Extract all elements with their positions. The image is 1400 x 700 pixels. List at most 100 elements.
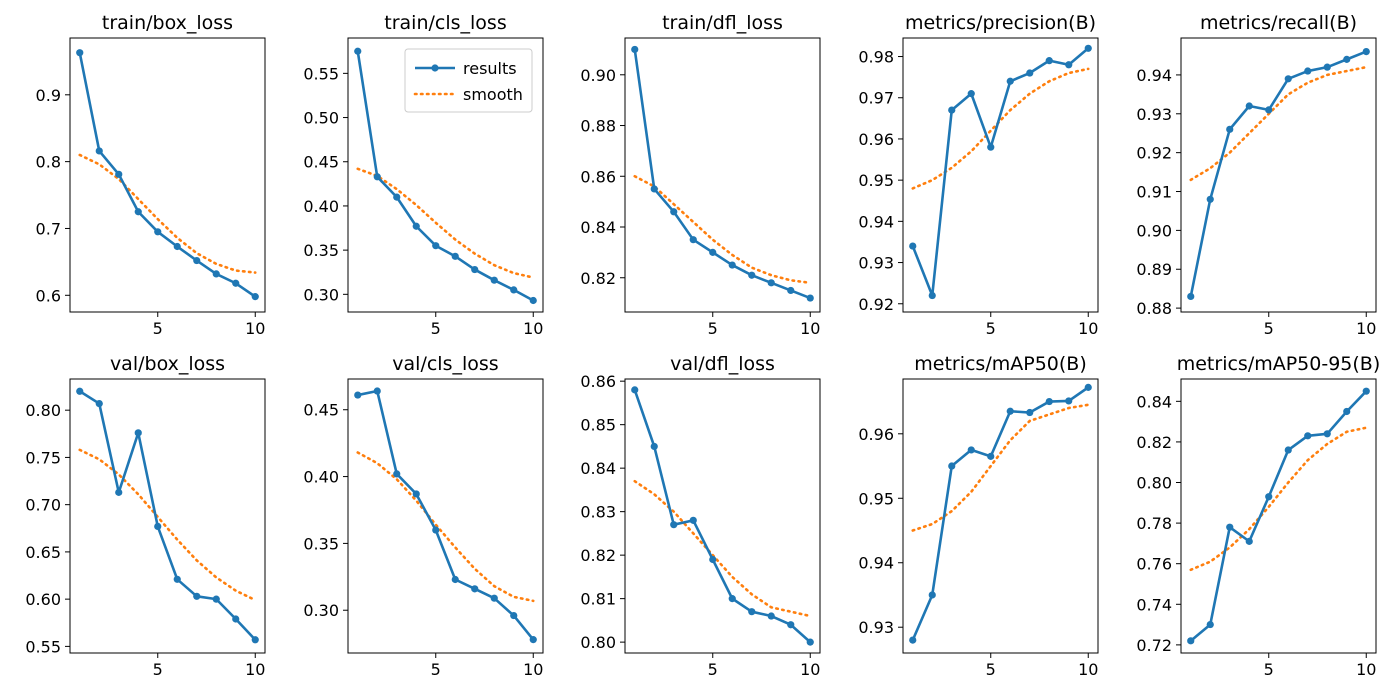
results-point [432, 526, 440, 534]
subplot-title: metrics/mAP50-95(B) [1177, 353, 1381, 375]
y-tick-label: 0.82 [580, 546, 616, 565]
results-point [354, 47, 362, 55]
plot-frame [624, 378, 821, 654]
plot-frame [1180, 378, 1377, 654]
y-tick-label: 0.83 [580, 503, 616, 522]
results-point [412, 490, 420, 498]
y-tick-label: 0.96 [858, 425, 894, 444]
results-point [631, 386, 639, 394]
results-line [1189, 390, 1368, 642]
results-point [1284, 75, 1292, 83]
y-tick-label: 0.40 [303, 468, 339, 487]
results-point [393, 193, 401, 201]
x-tick-label: 10 [1078, 319, 1098, 338]
results-point [987, 452, 995, 460]
results-point [928, 291, 936, 300]
results-point [451, 575, 459, 584]
results-point [806, 294, 814, 302]
results-point [806, 638, 814, 646]
results-point [787, 286, 795, 295]
results-point [767, 612, 775, 620]
results-point [1343, 407, 1351, 416]
results-point [787, 621, 795, 629]
legend-results-marker [431, 64, 439, 72]
y-tick-label: 0.76 [1136, 555, 1172, 574]
smooth-line [1189, 65, 1368, 182]
results-point [134, 429, 142, 437]
smooth-line [78, 153, 257, 274]
results-point [510, 286, 518, 294]
y-tick-label: 0.55 [303, 64, 339, 83]
legend-smooth-label: smooth [463, 85, 523, 104]
x-tick-label: 5 [708, 660, 718, 679]
x-tick-label: 5 [153, 319, 163, 338]
subplot-title: val/box_loss [110, 353, 225, 375]
results-point [748, 271, 756, 279]
y-tick-label: 0.78 [1136, 514, 1172, 533]
results-point [1187, 292, 1195, 301]
results-point [1206, 620, 1214, 629]
y-tick-label: 0.30 [303, 285, 339, 304]
results-point [728, 261, 736, 269]
results-point [212, 595, 220, 603]
y-tick-label: 0.70 [25, 496, 61, 515]
legend: results smooth [404, 48, 533, 113]
results-point [967, 90, 975, 98]
y-tick-label: 0.89 [1136, 260, 1172, 279]
results-point [1065, 397, 1073, 405]
results-point [251, 293, 259, 301]
results-point [1084, 383, 1092, 391]
results-point [689, 516, 697, 524]
results-point [529, 296, 537, 305]
results-point [1226, 125, 1234, 133]
results-point [432, 242, 440, 250]
subplot-6: val/box_loss 0.55 0.60 0.65 0.70 0.75 0.80 5 10 [25, 353, 266, 679]
results-point [1226, 523, 1234, 531]
results-point [95, 399, 103, 408]
y-tick-label: 0.84 [1136, 392, 1172, 411]
y-tick-label: 0.40 [303, 197, 339, 216]
y-tick-label: 0.55 [25, 637, 61, 656]
y-tick-label: 0.84 [580, 218, 616, 237]
results-point [1304, 67, 1312, 75]
x-tick-label: 5 [1264, 319, 1274, 338]
smooth-line [911, 67, 1090, 190]
plot-frame [69, 378, 266, 654]
results-point [650, 442, 658, 451]
results-point [212, 270, 220, 278]
y-tick-label: 0.97 [858, 89, 894, 108]
results-point [471, 585, 479, 593]
results-point [95, 147, 103, 155]
smooth-line [1189, 426, 1368, 572]
subplot-1: train/box_loss 0.6 0.7 0.8 0.9 5 10 [36, 12, 266, 338]
legend-frame [404, 48, 533, 113]
y-tick-label: 0.94 [858, 212, 894, 231]
y-tick-label: 0.65 [25, 543, 61, 562]
results-point [529, 636, 537, 644]
y-tick-label: 0.84 [580, 459, 616, 478]
results-point [1323, 63, 1331, 71]
smooth-line [78, 448, 257, 602]
x-tick-label: 10 [1078, 660, 1098, 679]
results-point [1265, 106, 1273, 114]
x-tick-label: 5 [986, 660, 996, 679]
y-tick-label: 0.86 [580, 372, 616, 391]
y-tick-label: 0.93 [1136, 105, 1172, 124]
y-tick-label: 0.85 [580, 416, 616, 435]
results-line [1189, 50, 1367, 297]
subplot-4: metrics/precision(B) 0.92 0.93 0.94 0.95 0.96… [858, 12, 1099, 338]
plot-frame [347, 378, 544, 654]
legend-results-label: results [463, 59, 517, 78]
y-tick-label: 0.88 [580, 117, 616, 136]
results-point [1006, 407, 1014, 415]
subplot-title: train/dfl_loss [662, 12, 783, 34]
y-tick-label: 0.90 [1136, 221, 1172, 240]
results-point [748, 608, 756, 616]
plot-frame [902, 378, 1099, 654]
plot-frame [624, 37, 821, 313]
x-tick-label: 10 [1356, 319, 1376, 338]
subplot-title: train/cls_loss [384, 12, 506, 34]
x-tick-label: 10 [245, 319, 265, 338]
results-point [232, 615, 240, 623]
